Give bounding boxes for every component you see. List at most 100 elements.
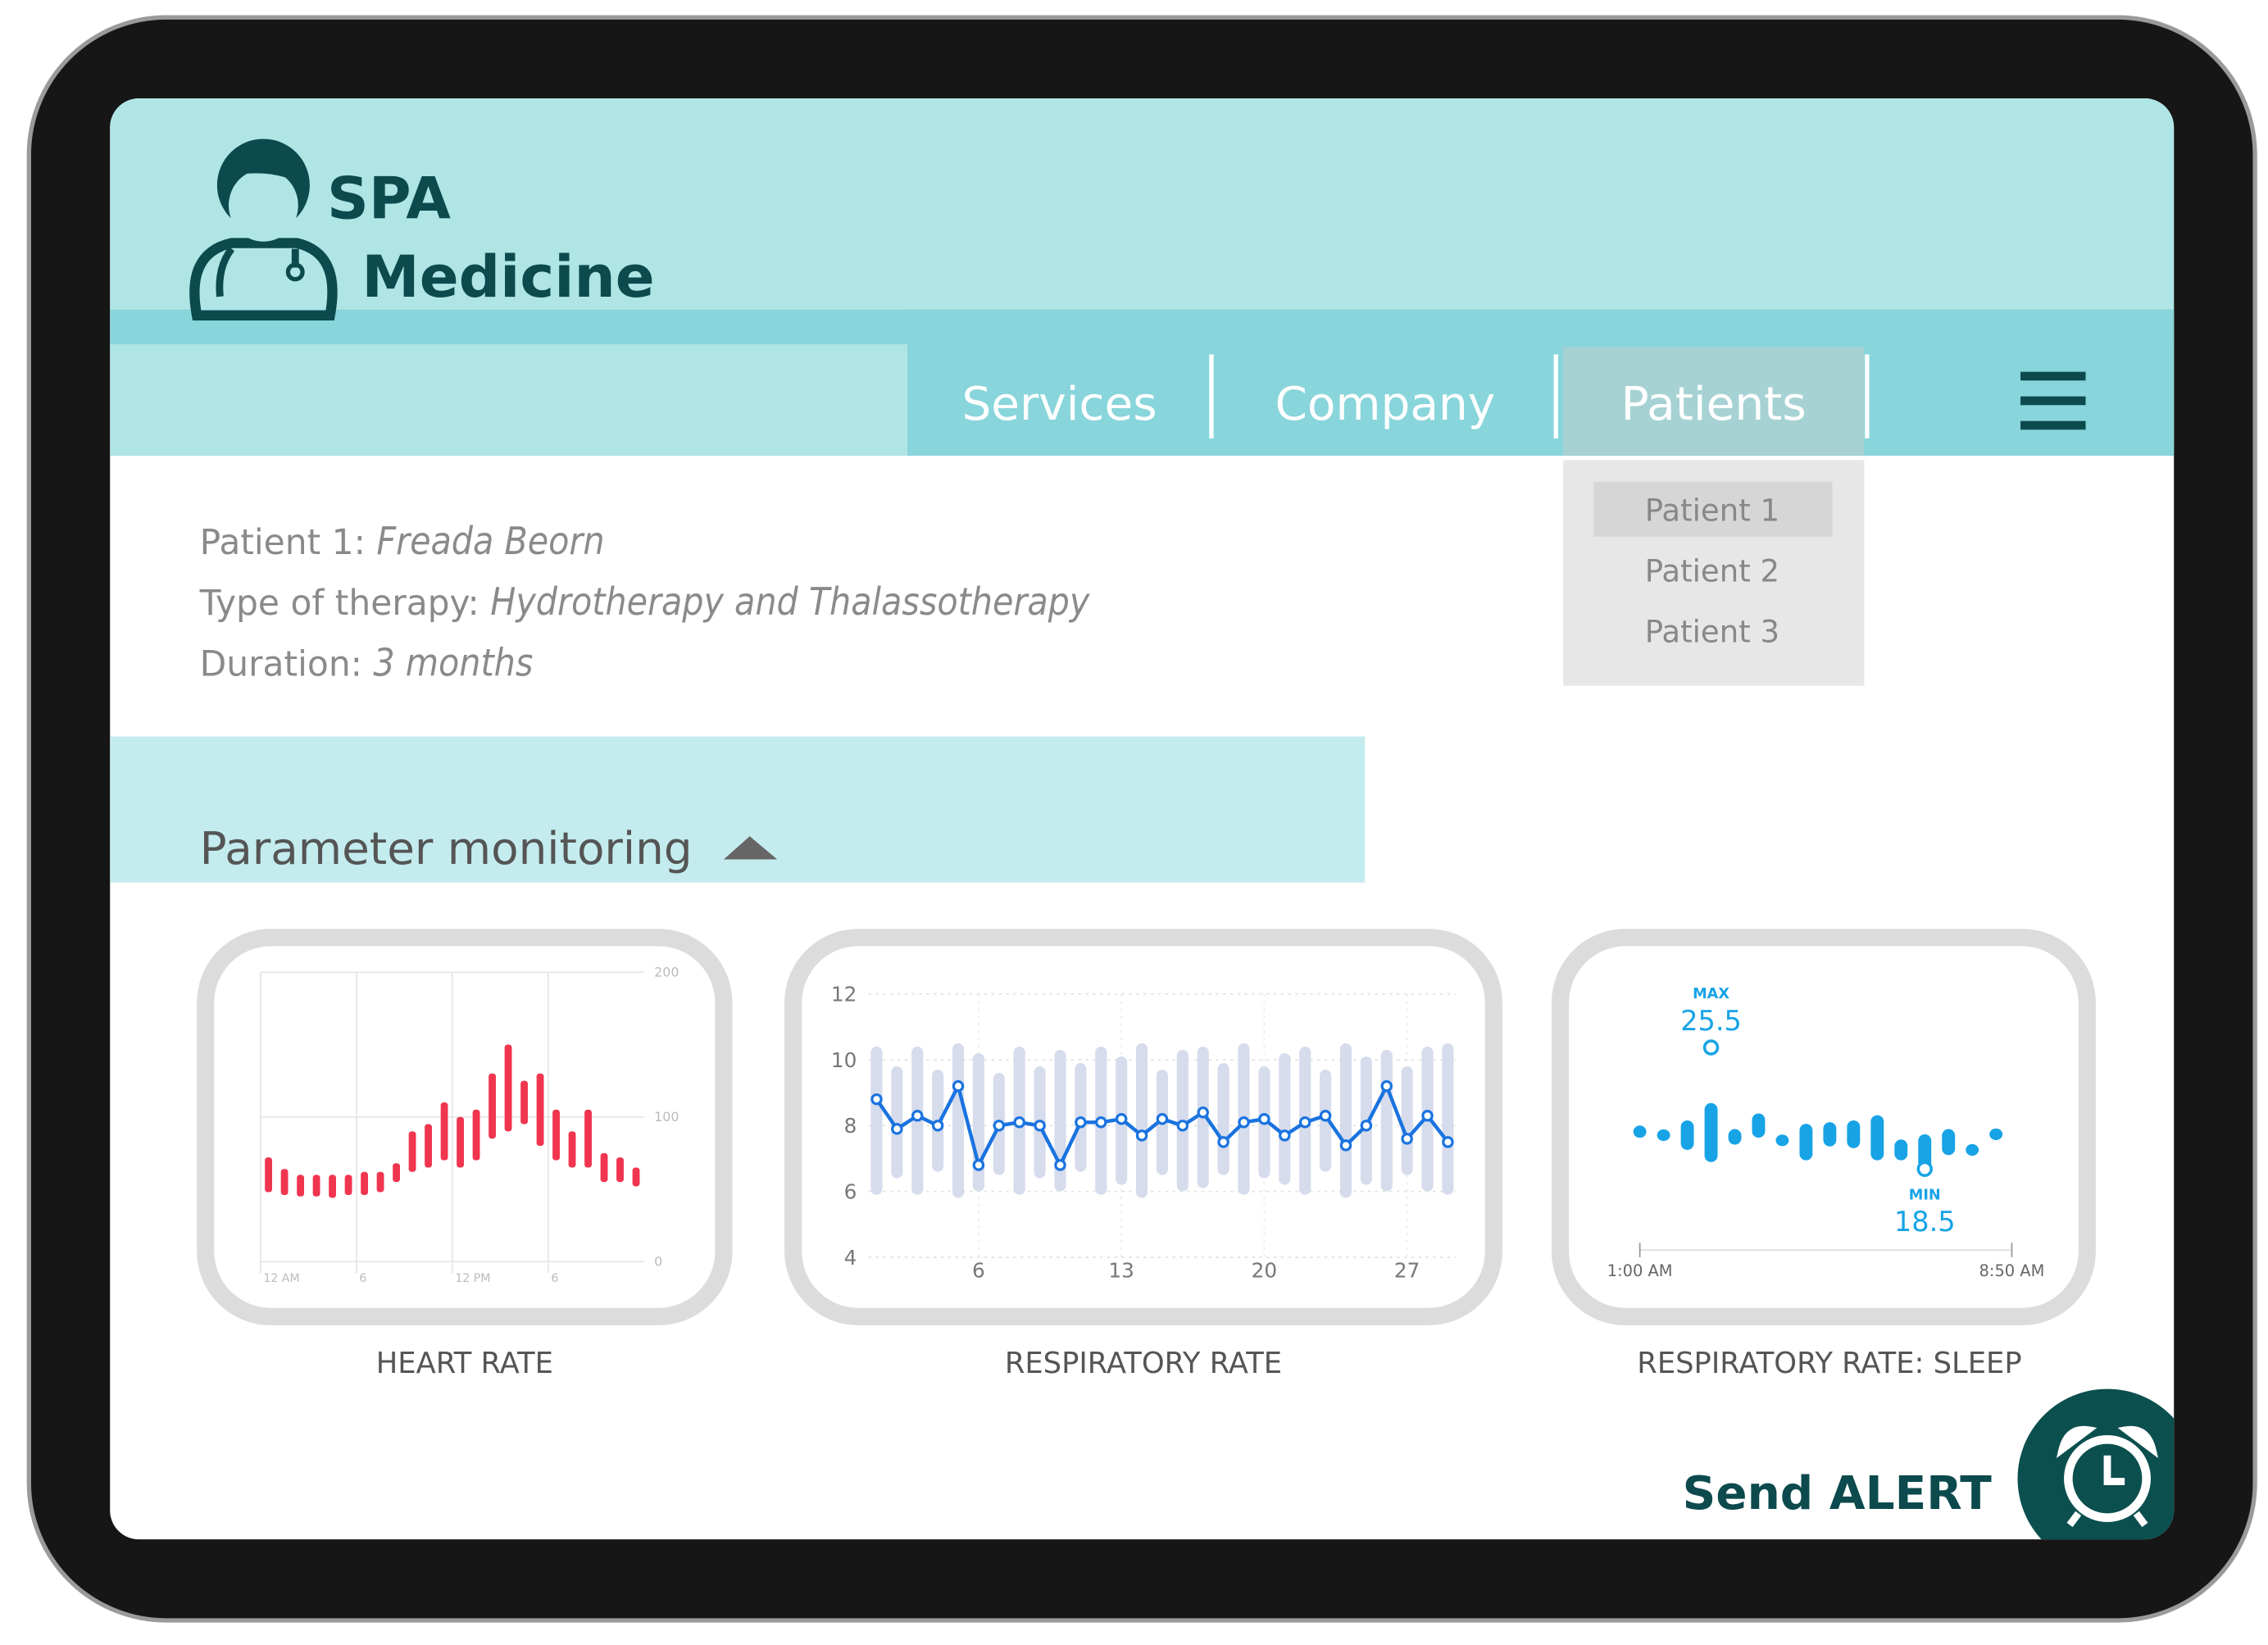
nav-item[interactable]: Patients	[1621, 378, 1807, 431]
range-bar	[265, 1157, 273, 1193]
max-value: 25.5	[1680, 1005, 1742, 1037]
y-tick-label: 6	[844, 1179, 857, 1203]
nav-item[interactable]: Company	[1275, 378, 1495, 431]
brand: Medicine	[361, 243, 654, 311]
max-label: MAX	[1693, 986, 1729, 1002]
range-bar	[952, 1043, 965, 1198]
range-bar	[344, 1175, 352, 1196]
point	[870, 1093, 883, 1106]
range-bar	[1657, 1129, 1670, 1142]
range-bar	[489, 1073, 496, 1139]
range-bar	[1870, 1115, 1884, 1161]
range-bar	[600, 1152, 608, 1183]
point	[1075, 1116, 1087, 1129]
range-bar	[536, 1073, 544, 1147]
x-tick-label: 6	[359, 1272, 366, 1285]
point	[1135, 1129, 1148, 1142]
point	[1442, 1136, 1454, 1148]
range-bar	[1680, 1120, 1694, 1150]
screen-content: SPA Medicine Services Company Patients P…	[110, 98, 2198, 1569]
min-marker	[1916, 1161, 1933, 1177]
patient-info: Duration: 3 months	[200, 640, 534, 684]
range-bar	[457, 1116, 464, 1168]
brand: SPA	[327, 165, 451, 233]
point	[972, 1159, 985, 1171]
value: Freada Beorn	[376, 519, 604, 563]
range-bar	[1942, 1129, 1956, 1156]
range-bar	[1799, 1124, 1813, 1161]
alert-button[interactable]	[2017, 1388, 2198, 1569]
nav-item[interactable]: Services	[961, 378, 1157, 431]
range-bar	[1728, 1129, 1742, 1145]
range-bar	[393, 1163, 400, 1183]
range-bar	[891, 1066, 903, 1179]
range-bar	[1279, 1052, 1291, 1185]
x-tick-label: 6	[972, 1259, 985, 1283]
range-bar	[376, 1171, 384, 1193]
point	[1197, 1107, 1209, 1119]
value: Hydrotherapy and Thalassotherapy	[490, 579, 1090, 624]
point	[1176, 1120, 1189, 1132]
point	[1217, 1136, 1229, 1148]
range-bar	[1135, 1043, 1148, 1198]
range-bar	[504, 1044, 512, 1132]
range-bar	[472, 1109, 480, 1161]
point	[1339, 1139, 1352, 1152]
point	[993, 1120, 1006, 1132]
range-bar	[632, 1167, 640, 1187]
label: Patient 1:	[200, 522, 366, 562]
range-bar	[520, 1080, 528, 1125]
value: 3 months	[373, 640, 533, 684]
chart-title: HEART RATE	[376, 1347, 553, 1380]
label: Type of therapy:	[199, 583, 480, 623]
point	[1156, 1113, 1169, 1125]
y-tick-label: 12	[831, 983, 857, 1007]
chart-card	[197, 929, 733, 1325]
x-tick-label: 13	[1108, 1259, 1134, 1283]
range-bar	[1380, 1049, 1393, 1192]
point	[952, 1079, 965, 1093]
range-bar	[552, 1109, 560, 1161]
range-bar	[361, 1171, 368, 1196]
point	[931, 1120, 944, 1132]
nav-active	[1563, 347, 1865, 457]
x-tick-label: 12 PM	[455, 1272, 490, 1285]
point	[1380, 1079, 1393, 1093]
range-bar	[408, 1131, 416, 1172]
range-bar	[297, 1175, 305, 1197]
range-bar	[616, 1157, 624, 1183]
max-marker	[1702, 1039, 1720, 1056]
x-tick-label: 27	[1394, 1259, 1420, 1283]
range-bar	[1401, 1066, 1413, 1175]
collapse-toggle[interactable]	[723, 836, 778, 860]
x-tick-label: 6	[551, 1272, 558, 1285]
range-bar	[1775, 1134, 1789, 1147]
alert-label[interactable]: Send ALERT	[1683, 1467, 1993, 1520]
point	[1034, 1120, 1046, 1132]
range-bar	[425, 1124, 432, 1168]
y-tick-label: 100	[654, 1109, 679, 1125]
y-tick-label: 200	[654, 964, 679, 979]
point	[1115, 1113, 1128, 1125]
range-bar	[1847, 1120, 1861, 1148]
x-tick-label: 1:00 AM	[1607, 1261, 1673, 1280]
range-bar	[440, 1102, 448, 1161]
dropdown-item[interactable]: Patient 2	[1645, 554, 1779, 589]
label: Duration:	[200, 643, 362, 684]
dropdown-item[interactable]: Patient 1	[1645, 493, 1779, 528]
dropdown-active	[1593, 481, 1833, 537]
point	[911, 1110, 924, 1122]
patient-info: Patient 1: Freada Beorn	[200, 519, 605, 563]
range-bar	[1894, 1139, 1908, 1161]
min-label: MIN	[1909, 1187, 1941, 1203]
plots: 0 100 200 12 AM 6 12 PM 6 4 6 8 10 12 6 13 20 27 1:00 AM…	[259, 964, 2044, 1285]
point	[1360, 1120, 1373, 1132]
nav-bar	[907, 309, 2175, 457]
range-bar	[1752, 1113, 1766, 1138]
menu-button[interactable]	[2020, 371, 2086, 430]
min-value: 18.5	[1894, 1206, 1956, 1238]
point	[1095, 1116, 1107, 1129]
y-tick-label: 10	[831, 1048, 857, 1072]
dropdown-item[interactable]: Patient 3	[1645, 615, 1779, 650]
